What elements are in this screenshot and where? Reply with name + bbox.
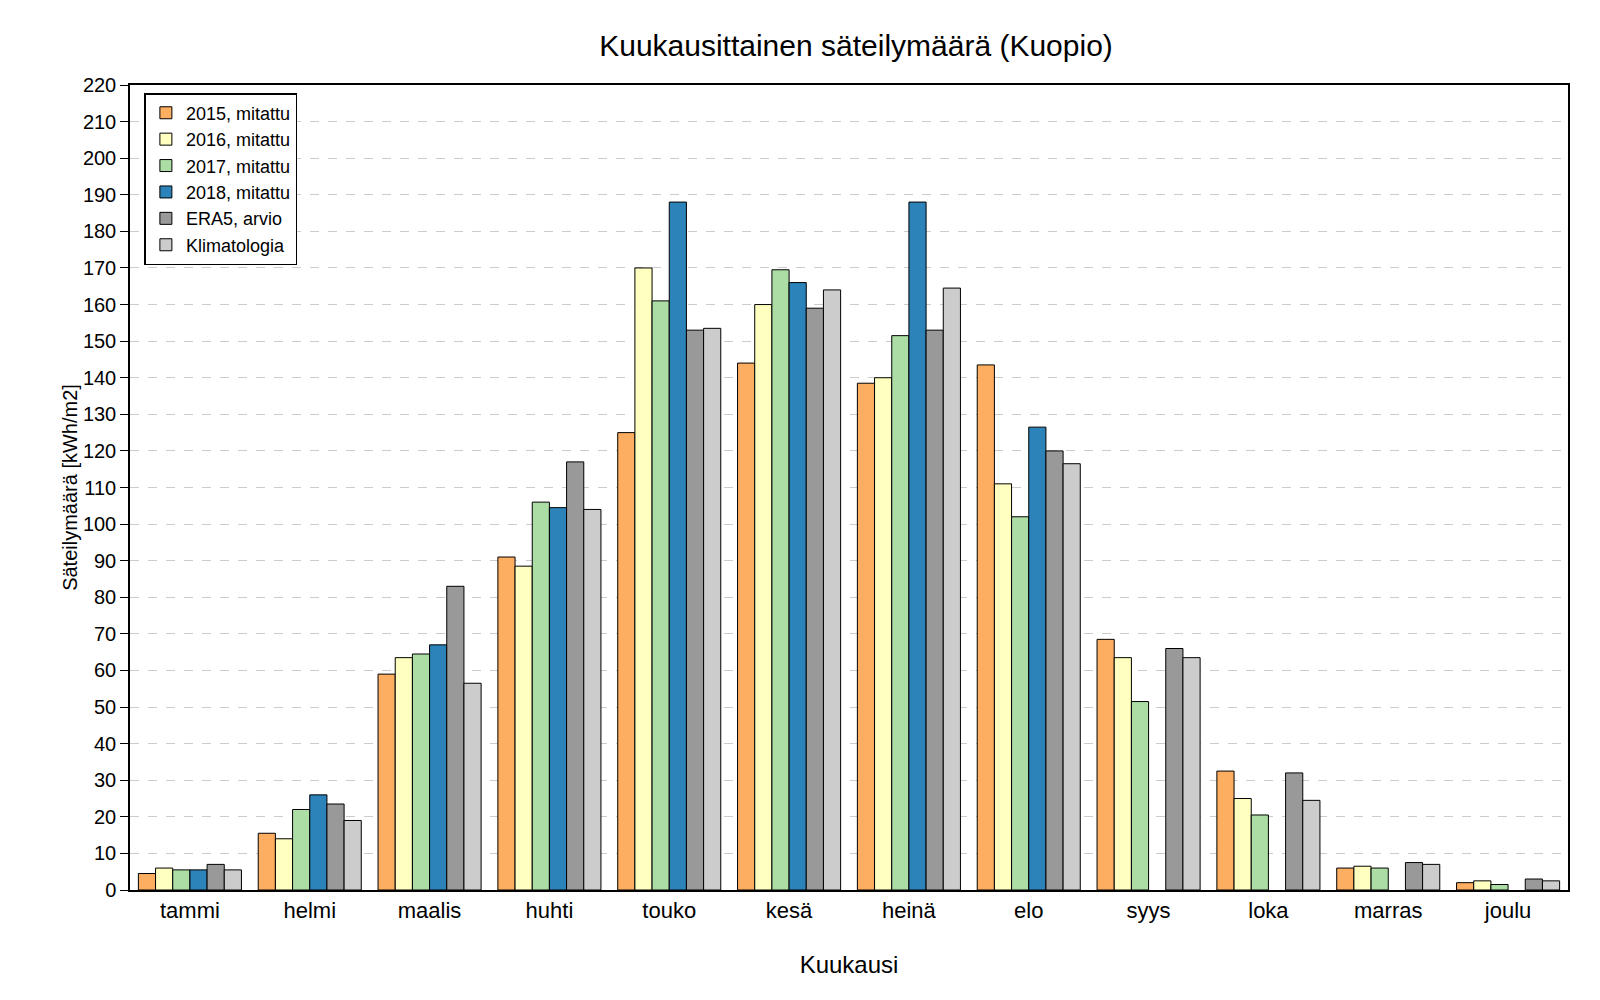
svg-text:150: 150 — [83, 330, 116, 352]
svg-text:huhti: huhti — [526, 898, 574, 923]
svg-text:0: 0 — [105, 879, 116, 901]
svg-text:2017, mitattu: 2017, mitattu — [186, 157, 290, 177]
svg-text:tammi: tammi — [160, 898, 220, 923]
svg-text:helmi: helmi — [283, 898, 336, 923]
svg-text:loka: loka — [1248, 898, 1289, 923]
svg-text:elo: elo — [1014, 898, 1043, 923]
svg-text:170: 170 — [83, 257, 116, 279]
svg-text:120: 120 — [83, 440, 116, 462]
svg-text:80: 80 — [94, 586, 116, 608]
svg-text:90: 90 — [94, 550, 116, 572]
svg-text:190: 190 — [83, 184, 116, 206]
svg-text:Klimatologia: Klimatologia — [186, 236, 285, 256]
svg-text:Kuukausittainen säteilymäärä (: Kuukausittainen säteilymäärä (Kuopio) — [599, 29, 1113, 62]
svg-text:touko: touko — [642, 898, 696, 923]
svg-text:60: 60 — [94, 659, 116, 681]
svg-text:heinä: heinä — [882, 898, 937, 923]
svg-text:10: 10 — [94, 842, 116, 864]
svg-text:180: 180 — [83, 220, 116, 242]
svg-text:2018, mitattu: 2018, mitattu — [186, 183, 290, 203]
svg-text:100: 100 — [83, 513, 116, 535]
svg-text:70: 70 — [94, 623, 116, 645]
svg-text:30: 30 — [94, 769, 116, 791]
svg-text:110: 110 — [84, 477, 116, 499]
svg-text:maalis: maalis — [398, 898, 462, 923]
svg-text:marras: marras — [1354, 898, 1422, 923]
svg-text:Säteilymäärä [kWh/m2]: Säteilymäärä [kWh/m2] — [59, 384, 81, 591]
svg-text:2016, mitattu: 2016, mitattu — [186, 130, 290, 150]
svg-text:kesä: kesä — [766, 898, 813, 923]
svg-text:140: 140 — [83, 367, 116, 389]
svg-text:2015, mitattu: 2015, mitattu — [186, 104, 290, 124]
svg-text:220: 220 — [83, 74, 116, 96]
svg-text:210: 210 — [83, 111, 116, 133]
svg-text:Kuukausi: Kuukausi — [800, 951, 899, 978]
svg-text:50: 50 — [94, 696, 116, 718]
svg-text:40: 40 — [94, 733, 116, 755]
svg-text:syys: syys — [1127, 898, 1171, 923]
svg-text:200: 200 — [83, 147, 116, 169]
svg-text:ERA5, arvio: ERA5, arvio — [186, 209, 282, 229]
svg-text:20: 20 — [94, 806, 116, 828]
svg-text:130: 130 — [83, 403, 116, 425]
svg-text:160: 160 — [83, 294, 116, 316]
svg-text:joulu: joulu — [1484, 898, 1531, 923]
